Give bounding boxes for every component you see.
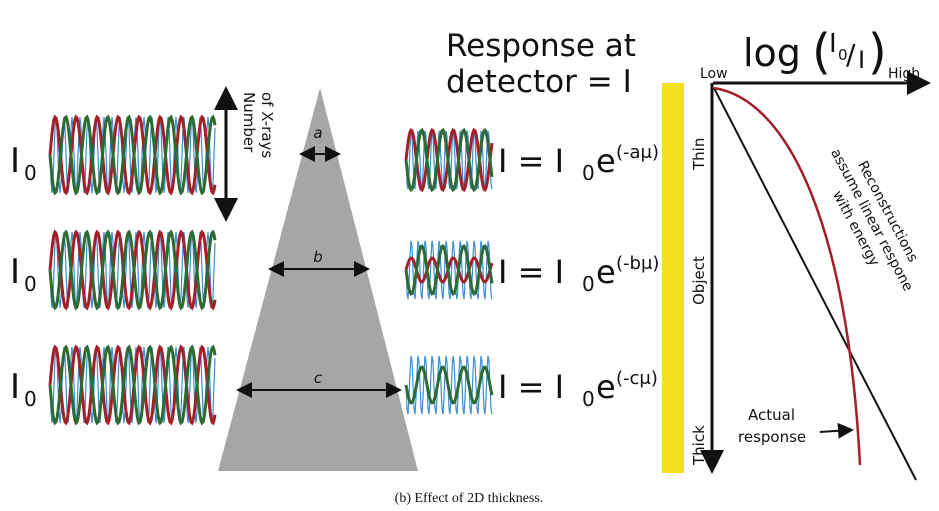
actual-label: Actual (748, 406, 795, 424)
equation-subscript: 0 (582, 272, 595, 296)
equation-exponent: (-bμ) (616, 253, 659, 274)
width-label: a (313, 124, 322, 142)
actual-pointer (819, 422, 854, 439)
equation-base: e (596, 368, 616, 406)
equation-subscript: 0 (582, 387, 595, 411)
axis-num-sub: 0 (838, 46, 848, 64)
input-subscript: 0 (24, 387, 37, 411)
wave (404, 127, 494, 193)
equation-base: e (596, 142, 616, 180)
equation-subscript: 0 (582, 161, 595, 185)
actual-response (713, 86, 862, 466)
equation-base: e (596, 253, 616, 291)
wave (405, 355, 493, 415)
wave (48, 229, 217, 311)
axis-low: Low (700, 66, 728, 82)
caption: (b) Effect of 2D thickness. (395, 491, 544, 506)
wave (49, 116, 216, 194)
thick-label: Thick (690, 425, 708, 466)
wave (48, 344, 217, 426)
wave (405, 130, 493, 190)
linear-response (713, 87, 917, 481)
axis-den: I (858, 46, 865, 74)
wave (48, 344, 217, 426)
object-label: Object (690, 256, 708, 305)
width-label: c (314, 369, 323, 387)
waves (48, 114, 494, 426)
equation-lhs: I = I (498, 142, 564, 180)
input-label: I (10, 367, 20, 407)
axis-paren: ( (812, 24, 831, 80)
wave (404, 244, 494, 296)
wave (404, 127, 494, 193)
equation-exponent: (-cμ) (616, 368, 658, 389)
axis-log: log (743, 31, 801, 75)
axis-num: I (829, 29, 837, 59)
axis-paren: ) (868, 24, 887, 80)
object-triangle (218, 88, 418, 471)
wave (48, 114, 217, 196)
actual-label: response (738, 428, 806, 446)
input-subscript: 0 (24, 272, 37, 296)
wave (404, 365, 494, 405)
thin-label: Thin (690, 138, 708, 171)
input-label: I (10, 252, 20, 292)
wave (48, 229, 217, 311)
equation-exponent: (-aμ) (616, 142, 659, 163)
equation-lhs: I = I (498, 253, 564, 291)
response-title: Response at (446, 28, 636, 64)
equation-lhs: I = I (498, 368, 564, 406)
input-label: I (10, 141, 20, 181)
wave (49, 231, 216, 309)
wave (49, 346, 216, 424)
count-label: Number (240, 92, 258, 153)
response-title: detector = I (446, 64, 632, 100)
input-subscript: 0 (24, 161, 37, 185)
wave (48, 114, 217, 196)
detector (662, 83, 684, 473)
width-label: b (313, 248, 323, 266)
axis-high: High (888, 66, 920, 82)
count-label: of X-rays (258, 92, 276, 158)
axis-slash: / (846, 38, 856, 71)
